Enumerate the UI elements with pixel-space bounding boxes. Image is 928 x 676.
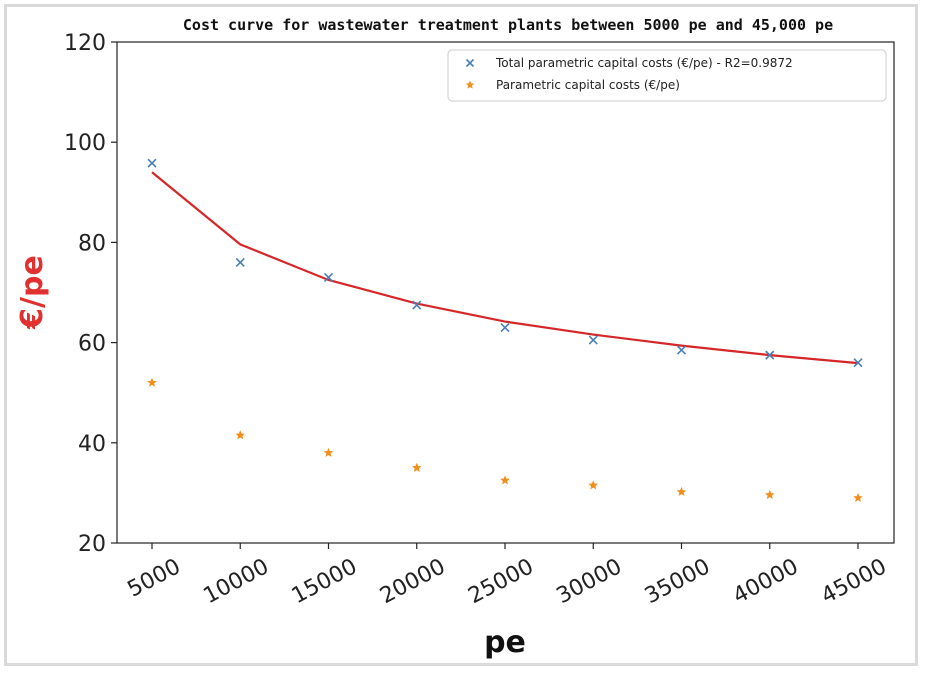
total-cost-point [147,158,157,168]
x-axis-label: pe [484,625,526,660]
y-tick-label: 60 [78,332,106,357]
y-axis-label: €/pe [15,255,50,330]
total-cost-point [676,345,687,355]
chart-title: Cost curve for wastewater treatment plan… [183,16,833,34]
x-tick-label: 10000 [200,554,274,609]
chart-frame [4,4,918,666]
x-tick-label: 35000 [641,554,715,609]
parametric-cost-point [676,486,687,496]
y-tick-label: 100 [64,131,106,156]
y-tick-label: 40 [78,432,106,457]
legend-marker-star-icon [465,80,475,89]
x-tick-label: 25000 [464,554,538,609]
legend-marker-x-icon [465,58,475,68]
legend-label-parametric: Parametric capital costs (€/pe) [496,78,680,92]
total-cost-point [765,350,775,360]
total-cost-point [588,335,598,345]
parametric-cost-point [323,447,334,457]
x-tick-label: 45000 [817,554,891,609]
x-axis: 5000 10000 15000 20000 25000 30000 35000 40000 4… [124,543,891,609]
total-cost-point [853,358,863,368]
legend-box [447,49,887,102]
total-cost-point [500,323,510,333]
total-cost-point [235,257,245,268]
data-marks [147,158,863,502]
parametric-cost-point [411,462,422,472]
x-tick-label: 20000 [376,554,450,609]
x-tick-label: 40000 [729,554,803,609]
total-cost-point [412,300,422,310]
plot-area [116,41,895,544]
parametric-cost-point [764,489,775,499]
fit-curve [151,171,859,365]
y-tick-label: 120 [64,31,106,56]
legend-label-total: Total parametric capital costs (€/pe) - … [495,56,793,70]
parametric-cost-point [588,480,599,490]
y-tick-label: 80 [78,231,106,256]
y-tick-label: 20 [78,532,106,557]
x-tick-label: 30000 [553,554,627,609]
parametric-cost-point [500,475,510,485]
total-cost-point [323,272,334,283]
y-axis: 20 40 60 80 100 120 [64,31,117,557]
parametric-cost-point [147,377,157,387]
parametric-cost-point [235,430,246,440]
fit-curve-layer [151,171,859,365]
x-tick-label: 5000 [124,554,185,602]
parametric-cost-point [853,492,863,502]
x-tick-label: 15000 [288,554,362,609]
legend: Total parametric capital costs (€/pe) - … [447,49,887,102]
